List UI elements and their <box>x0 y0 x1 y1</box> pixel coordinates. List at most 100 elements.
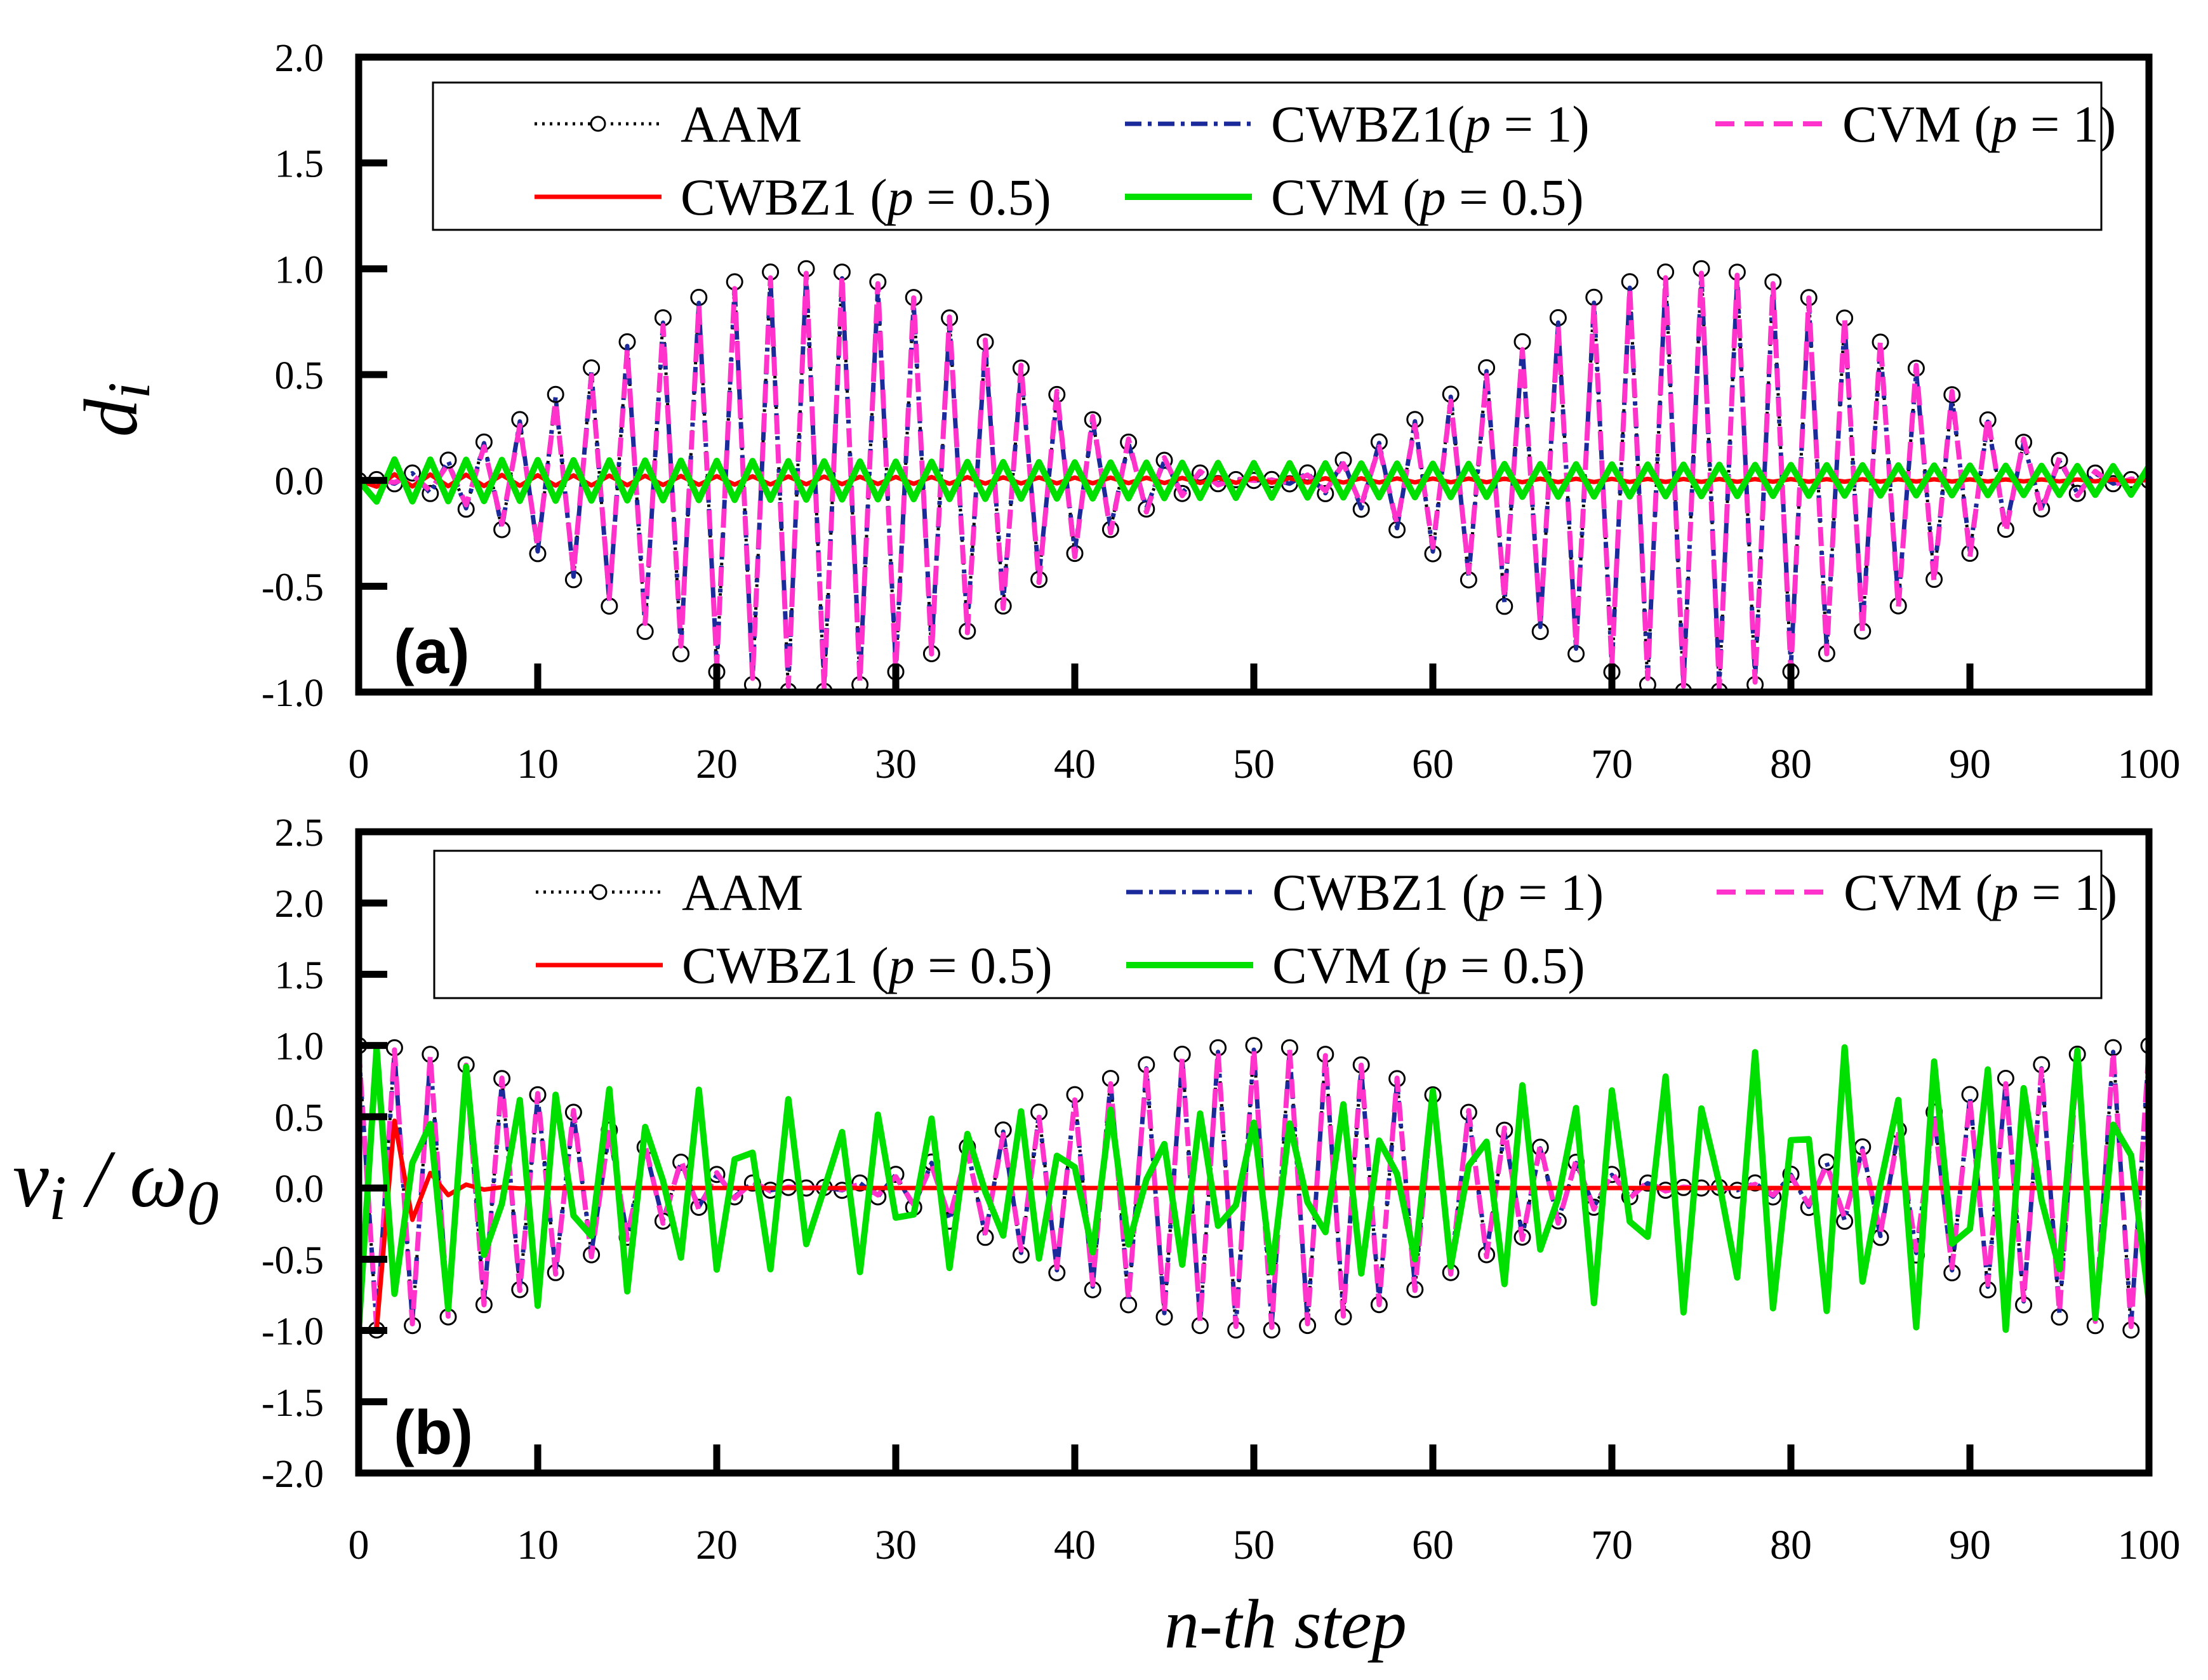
legend-label: CVM (p = 0.5) <box>1272 937 1585 994</box>
data-point <box>439 451 457 469</box>
legend-label-suffix: = 1) <box>2018 95 2117 153</box>
panel-b-legend-box <box>433 850 2103 999</box>
x-tick-label: 10 <box>517 1522 559 1568</box>
panel-b-x-axis: 0 10 20 30 40 50 60 70 80 90 100 <box>349 1444 2181 1568</box>
x-tick-label: 10 <box>517 741 559 787</box>
panel-b-legend: AAM CWBZ1 (p = 1) CVM (p = 1)CWBZ1 (p = 0.… <box>433 850 2117 999</box>
data-point <box>1120 1296 1138 1314</box>
legend-label-p: p <box>1990 863 2019 921</box>
legend-label-p: p <box>1417 168 1446 226</box>
legend-label-suffix: AAM <box>682 863 803 921</box>
x-tick-label: 50 <box>1233 1522 1275 1568</box>
data-point <box>1585 288 1603 306</box>
panel-b-ylabel-main: v <box>13 1134 49 1224</box>
panel-a-y-axis: -1.0 -0.5 0.0 0.5 1.0 1.5 2.0 <box>262 37 387 715</box>
y-tick-label: -0.5 <box>262 566 324 609</box>
legend-label-suffix: = 1) <box>1491 95 1590 153</box>
x-tick-label: 70 <box>1591 741 1633 787</box>
x-tick-label: 90 <box>1949 741 1991 787</box>
x-tick-label: 60 <box>1412 1522 1454 1568</box>
legend-label: CVM (p = 0.5) <box>1271 168 1584 226</box>
data-point <box>2105 1039 2122 1057</box>
x-axis-label: n-th step <box>1164 1585 1407 1663</box>
y-tick-label: -2.0 <box>262 1453 324 1496</box>
series-line-cvm-p-0-5 <box>359 456 2149 505</box>
legend-label-p: p <box>886 937 915 994</box>
legend-label-suffix: = 0.5) <box>914 168 1051 226</box>
panel-b-label: (b) <box>394 1397 473 1467</box>
legend-label-suffix: = 1) <box>1505 863 1604 921</box>
y-tick-label: -1.0 <box>262 672 324 715</box>
panel-a-label: (a) <box>394 617 470 686</box>
y-tick-label: 1.5 <box>275 143 324 186</box>
legend-label-p: p <box>1988 95 2018 153</box>
panel-a-legend: AAM CWBZ1(p = 1) CVM (p = 1)CWBZ1 (p = 0.5… <box>432 81 2116 231</box>
legend-label-prefix: CWBZ1 ( <box>682 937 889 994</box>
x-tick-label: 20 <box>696 741 738 787</box>
y-tick-label: 0.5 <box>275 1097 324 1140</box>
legend-marker <box>590 116 606 132</box>
legend-label-prefix: CVM ( <box>1844 863 1993 921</box>
legend-label-prefix: CVM ( <box>1272 937 1421 994</box>
panel-a-x-axis: 0 10 20 30 40 50 60 70 80 90 100 <box>349 663 2181 787</box>
legend-label: CVM (p = 1) <box>1842 95 2116 153</box>
x-tick-label: 0 <box>349 741 369 787</box>
y-tick-label: -1.0 <box>262 1310 324 1354</box>
panel-a-ylabel: di <box>69 382 163 437</box>
x-tick-label: 40 <box>1054 741 1096 787</box>
legend-label-suffix: AAM <box>681 95 802 153</box>
x-tick-label: 20 <box>696 1522 738 1568</box>
panel-b-y-axis: -2.0 -1.5 -1.0 -0.5 0.0 0.5 1.0 1.5 2.0 2.5 <box>262 811 387 1496</box>
series-line-cvm-p-0-5 <box>359 1044 2149 1333</box>
legend-label-suffix: = 0.5) <box>1447 937 1585 994</box>
x-tick-label: 80 <box>1770 1522 1812 1568</box>
y-tick-label: 1.0 <box>275 1025 324 1069</box>
legend-label-p: p <box>1476 863 1505 921</box>
legend-label-prefix: CWBZ1 ( <box>1272 863 1479 921</box>
y-tick-label: 1.0 <box>275 248 324 291</box>
legend-label: CWBZ1(p = 1) <box>1271 95 1590 153</box>
legend-label-prefix: CWBZ1 ( <box>681 168 888 226</box>
legend-label: CVM (p = 1) <box>1844 863 2117 921</box>
series-line-cwbz1-p-0-5 <box>359 1118 2149 1333</box>
y-tick-label: 0.0 <box>275 460 324 503</box>
legend-label-p: p <box>1418 937 1447 994</box>
panel-b-ylabel-sub: i <box>49 1163 67 1233</box>
legend-label: CWBZ1 (p = 0.5) <box>681 168 1051 226</box>
y-tick-label: 2.5 <box>275 811 324 855</box>
legend-label-prefix: CWBZ1( <box>1271 95 1465 153</box>
legend-label-prefix: CVM ( <box>1271 168 1420 226</box>
x-tick-label: 80 <box>1770 741 1812 787</box>
series-line-cvm-p-1 <box>359 1046 2149 1330</box>
x-tick-label: 50 <box>1233 741 1275 787</box>
legend-label-prefix: CVM ( <box>1842 95 1992 153</box>
panel-b-ylabel-sub2: 0 <box>187 1168 219 1238</box>
data-point <box>1818 1153 1835 1171</box>
legend-label-suffix: = 1) <box>2019 863 2118 921</box>
series-line-cvm-p-1 <box>359 270 2149 690</box>
x-tick-label: 90 <box>1949 1522 1991 1568</box>
x-tick-label: 30 <box>875 1522 917 1568</box>
legend-label-suffix: = 0.5) <box>915 937 1053 994</box>
y-tick-label: 0.5 <box>275 354 324 397</box>
panel-a-plot-area <box>359 260 2149 692</box>
panel-a-ylabel-main: d <box>69 398 153 437</box>
y-tick-label: -0.5 <box>262 1239 324 1282</box>
data-point <box>636 622 654 640</box>
panel-b-ylabel-mid: / ω <box>67 1134 187 1224</box>
legend-label: CWBZ1 (p = 1) <box>1272 863 1604 921</box>
x-tick-label: 60 <box>1412 741 1454 787</box>
data-point <box>547 385 564 403</box>
y-tick-label: -1.5 <box>262 1382 324 1425</box>
y-tick-label: 2.0 <box>275 883 324 926</box>
panel-b-plot-area <box>359 1037 2149 1339</box>
panel-a-ylabel-sub: i <box>95 382 163 399</box>
x-tick-label: 0 <box>349 1522 369 1568</box>
y-tick-label: 1.5 <box>275 954 324 997</box>
x-tick-label: 70 <box>1591 1522 1633 1568</box>
panel-a-legend-box <box>432 81 2103 231</box>
x-tick-label: 30 <box>875 741 917 787</box>
panel-a: -1.0 -0.5 0.0 0.5 1.0 1.5 2.0 0 10 20 30 40 50 60 70 8… <box>69 37 2181 787</box>
x-tick-label: 100 <box>2118 1522 2181 1568</box>
